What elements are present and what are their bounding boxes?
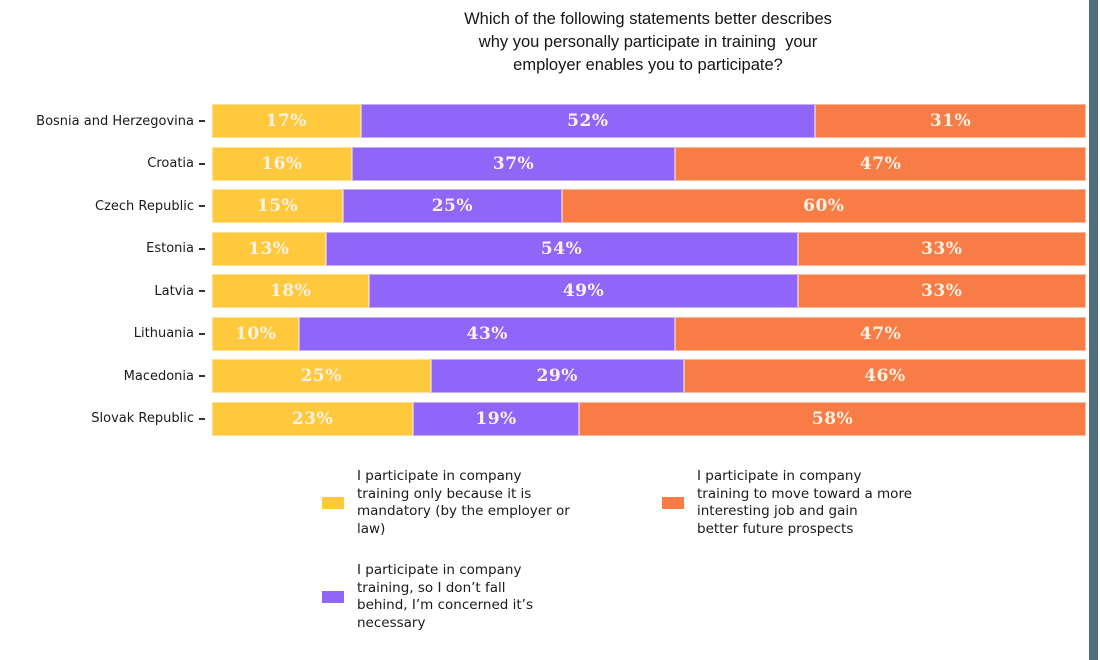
bar-value-label: 47% xyxy=(859,323,902,344)
bar-segment: 17% xyxy=(212,104,361,139)
legend-swatch-prospects xyxy=(662,497,684,509)
legend-swatch-mandatory xyxy=(322,497,344,509)
bar-segment: 54% xyxy=(325,231,798,266)
legend-entry-concerned: I participate in company training, so I … xyxy=(322,562,533,632)
window-edge xyxy=(1089,0,1098,660)
bar-value-label: 58% xyxy=(811,408,854,429)
bar-value-label: 52% xyxy=(567,111,609,132)
category-label: Bosnia and Herzegovina xyxy=(36,113,194,129)
bar-segment: 16% xyxy=(212,146,352,181)
bar-segment: 18% xyxy=(212,274,370,309)
bar-value-label: 47% xyxy=(859,153,902,174)
chart-row: Bosnia and Herzegovina 17% 52% 31% xyxy=(0,100,1086,143)
stacked-bar: 16% 37% 47% xyxy=(212,146,1086,181)
bar-value-label: 60% xyxy=(803,196,845,217)
bar-segment: 33% xyxy=(797,274,1086,309)
legend-entry-prospects: I participate in company training to mov… xyxy=(662,468,912,538)
bar-segment: 29% xyxy=(430,359,684,394)
bar-value-label: 10% xyxy=(235,323,277,344)
category-label: Croatia xyxy=(147,156,194,172)
bar-segment: 49% xyxy=(369,274,798,309)
axis-tick xyxy=(199,162,205,165)
axis-tick xyxy=(199,375,205,378)
bar-value-label: 43% xyxy=(466,323,508,344)
axis-tick xyxy=(199,332,205,335)
bar-segment: 25% xyxy=(343,189,562,224)
chart-row: Slovak Republic 23% 19% 58% xyxy=(0,398,1086,441)
stacked-bar: 17% 52% 31% xyxy=(212,104,1086,139)
legend-label: I participate in company training only b… xyxy=(357,468,570,537)
bar-value-label: 29% xyxy=(536,366,578,387)
bar-segment: 15% xyxy=(212,189,344,224)
axis-tick xyxy=(199,290,205,293)
stacked-bar: 18% 49% 33% xyxy=(212,274,1086,309)
bar-value-label: 25% xyxy=(431,196,473,217)
bar-segment: 19% xyxy=(413,401,580,436)
chart-row: Lithuania 10% 43% 47% xyxy=(0,313,1086,356)
legend-entry-mandatory: I participate in company training only b… xyxy=(322,468,570,538)
bar-segment: 60% xyxy=(561,189,1086,224)
axis-tick xyxy=(199,417,205,420)
bar-segment: 23% xyxy=(212,401,414,436)
bar-value-label: 49% xyxy=(562,281,605,302)
stacked-bar: 10% 43% 47% xyxy=(212,316,1086,351)
bar-segment: 37% xyxy=(351,146,676,181)
category-label: Latvia xyxy=(154,283,194,299)
bar-segment: 31% xyxy=(815,104,1086,139)
chart-row: Croatia 16% 37% 47% xyxy=(0,143,1086,186)
chart-row: Macedonia 25% 29% 46% xyxy=(0,355,1086,398)
axis-tick xyxy=(199,205,205,208)
bar-value-label: 15% xyxy=(256,196,299,217)
plot-area: Bosnia and Herzegovina 17% 52% 31% Croatia 16… xyxy=(0,100,1086,440)
bar-segment: 13% xyxy=(212,231,326,266)
stacked-bar: 23% 19% 58% xyxy=(212,401,1086,436)
bar-segment: 47% xyxy=(675,316,1086,351)
bar-value-label: 25% xyxy=(300,366,342,387)
bar-value-label: 17% xyxy=(265,111,307,132)
stacked-bar: 13% 54% 33% xyxy=(212,231,1086,266)
bar-segment: 52% xyxy=(360,104,816,139)
bar-value-label: 54% xyxy=(540,238,583,259)
chart-row: Estonia 13% 54% 33% xyxy=(0,228,1086,271)
bar-segment: 10% xyxy=(212,316,300,351)
bar-segment: 33% xyxy=(797,231,1086,266)
bar-value-label: 31% xyxy=(929,111,972,132)
bar-value-label: 19% xyxy=(475,408,517,429)
axis-tick xyxy=(199,247,205,250)
axis-tick xyxy=(199,120,205,123)
category-label: Macedonia xyxy=(123,368,194,384)
bar-value-label: 18% xyxy=(270,281,312,302)
category-label: Slovak Republic xyxy=(91,411,194,427)
stacked-bar: 15% 25% 60% xyxy=(212,189,1086,224)
bar-segment: 58% xyxy=(579,401,1086,436)
category-label: Czech Republic xyxy=(95,198,194,214)
bar-value-label: 33% xyxy=(921,281,963,302)
bar-segment: 46% xyxy=(683,359,1086,394)
bar-segment: 47% xyxy=(675,146,1086,181)
bar-value-label: 46% xyxy=(864,366,906,387)
chart-row: Latvia 18% 49% 33% xyxy=(0,270,1086,313)
bar-value-label: 13% xyxy=(248,238,290,259)
chart-row: Czech Republic 15% 25% 60% xyxy=(0,185,1086,228)
legend-label: I participate in company training, so I … xyxy=(357,562,533,631)
chart-title: Which of the following statements better… xyxy=(464,10,832,74)
legend-swatch-concerned xyxy=(322,591,344,603)
bar-segment: 43% xyxy=(299,316,676,351)
bar-value-label: 16% xyxy=(261,153,303,174)
bar-value-label: 33% xyxy=(921,238,963,259)
bar-value-label: 23% xyxy=(291,408,334,429)
category-label: Lithuania xyxy=(133,326,194,342)
stacked-bar: 25% 29% 46% xyxy=(212,359,1086,394)
bar-segment: 25% xyxy=(212,359,431,394)
bar-value-label: 37% xyxy=(492,153,535,174)
legend-label: I participate in company training to mov… xyxy=(697,468,913,537)
category-label: Estonia xyxy=(146,241,194,257)
